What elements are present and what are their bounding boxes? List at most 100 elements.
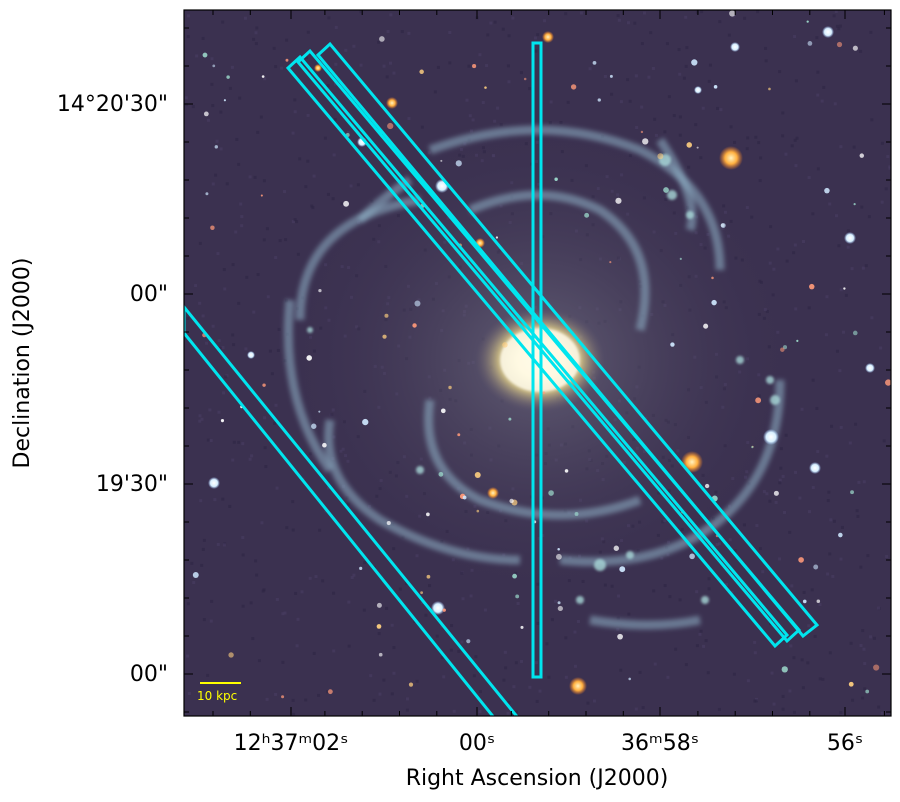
faint-star: [512, 573, 517, 579]
faint-star: [885, 379, 891, 386]
faint-star: [476, 509, 480, 513]
faint-star: [210, 225, 215, 230]
faint-star: [686, 142, 693, 148]
star: [719, 146, 743, 170]
faint-star: [781, 666, 788, 673]
faint-star: [574, 512, 579, 516]
faint-star: [212, 64, 216, 68]
faint-star: [419, 69, 424, 75]
faint-star: [679, 257, 682, 260]
faint-star: [836, 41, 843, 48]
spiral-arms: [283, 125, 785, 630]
scale-bar: 10 kpc: [197, 682, 241, 703]
faint-star: [640, 130, 644, 134]
faint-star: [384, 313, 389, 318]
faint-star: [226, 75, 230, 79]
faint-star: [412, 323, 417, 328]
faint-star: [597, 98, 601, 102]
faint-star: [455, 160, 462, 167]
y-tick-labels: 14°20'30" 00" 19'30" 00": [57, 92, 168, 687]
scale-bar-label: 10 kpc: [197, 689, 237, 703]
faint-star: [689, 553, 695, 560]
faint-star: [704, 483, 710, 489]
faint-star: [729, 10, 736, 17]
x-axis-title: Right Ascension (J2000): [406, 766, 669, 791]
faint-star: [378, 652, 383, 657]
faint-star: [703, 323, 709, 329]
star: [844, 232, 856, 244]
faint-star: [609, 261, 612, 264]
star: [822, 26, 834, 38]
faint-star: [670, 342, 675, 347]
star: [435, 179, 449, 193]
faint-star: [386, 520, 391, 526]
faint-star: [824, 187, 830, 194]
x-tick-label: 00ˢ: [459, 731, 495, 756]
slit-overlays: [184, 41, 820, 716]
faint-star: [852, 330, 858, 336]
faint-star: [515, 594, 520, 599]
star: [314, 64, 322, 72]
faint-star: [816, 599, 821, 603]
faint-star: [751, 445, 754, 449]
faint-star: [214, 145, 218, 149]
foreground-stars: [208, 26, 875, 695]
faint-star: [520, 625, 524, 629]
faint-star: [281, 695, 285, 699]
faint-star: [379, 36, 385, 42]
star: [542, 31, 554, 43]
faint-star: [203, 111, 209, 117]
faint-star: [592, 60, 597, 65]
faint-star: [508, 417, 512, 421]
faint-star: [327, 689, 333, 695]
x-tick-label: 36ᵐ58ˢ: [621, 731, 699, 756]
faint-star: [202, 52, 208, 58]
faint-star: [806, 20, 809, 23]
faint-star: [657, 153, 664, 160]
faint-star: [442, 608, 446, 612]
spiral-arm: [656, 137, 697, 232]
star: [208, 477, 220, 489]
faint-star: [261, 75, 265, 78]
star: [809, 462, 821, 474]
spiral-arm: [283, 299, 334, 473]
y-tick-label: 19'30": [96, 472, 168, 497]
faint-star: [343, 200, 350, 207]
faint-star: [554, 177, 558, 181]
faint-star: [850, 490, 854, 495]
faint-star: [318, 289, 322, 293]
faint-star: [382, 334, 387, 339]
faint-star: [387, 122, 394, 130]
faint-star: [755, 397, 762, 404]
spiral-arm: [424, 399, 642, 520]
faint-star: [306, 355, 312, 361]
axis-ticks: [184, 10, 891, 716]
faint-stars: [192, 10, 891, 699]
faint-star: [802, 599, 807, 604]
faint-star: [472, 64, 477, 69]
faint-star: [557, 547, 560, 551]
faint-star: [865, 689, 870, 694]
arm-knots: [307, 154, 780, 604]
faint-star: [696, 146, 699, 149]
x-tick-labels: 12ʰ37ᵐ02ˢ 00ˢ 36ᵐ58ˢ 56ˢ: [234, 731, 864, 756]
y-tick-label: 14°20'30": [57, 92, 168, 117]
faint-star: [796, 339, 799, 342]
faint-star: [484, 86, 487, 89]
faint-star: [192, 572, 199, 578]
faint-star: [609, 74, 613, 78]
faint-star: [713, 85, 718, 89]
star: [386, 97, 398, 109]
star: [681, 451, 703, 473]
faint-star: [557, 601, 561, 605]
faint-star: [414, 300, 421, 307]
faint-star: [426, 512, 430, 517]
faint-star: [466, 639, 471, 644]
faint-star: [555, 553, 562, 560]
faint-star: [318, 410, 321, 413]
faint-star: [852, 45, 858, 51]
y-tick-label: 00": [130, 282, 168, 307]
spiral-arm: [324, 419, 521, 565]
faint-star: [720, 223, 726, 228]
